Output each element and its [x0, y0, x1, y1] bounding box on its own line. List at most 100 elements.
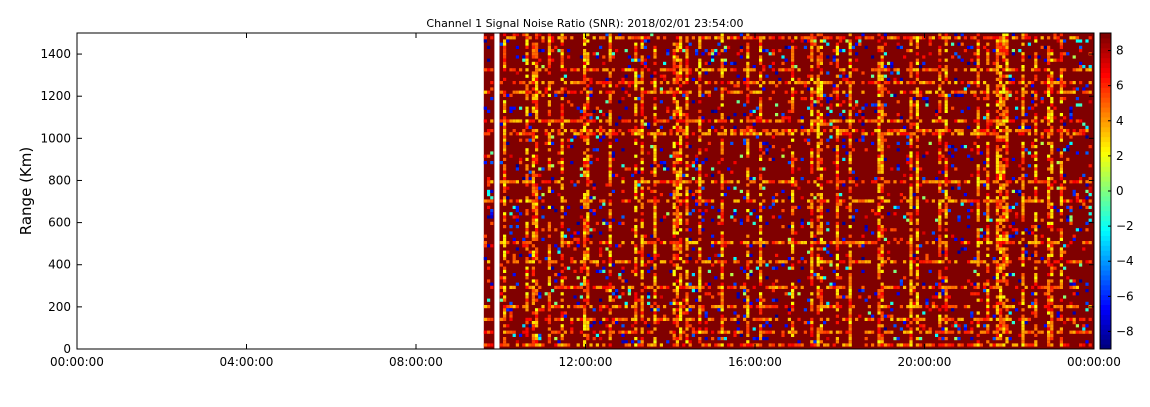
- heatmap-cell: [880, 295, 884, 299]
- heatmap-cell: [887, 250, 891, 254]
- heatmap-cell: [586, 135, 590, 139]
- heatmap-cell: [675, 71, 679, 75]
- heatmap-cell: [739, 90, 743, 94]
- heatmap-cell: [759, 36, 763, 40]
- heatmap-cell: [835, 58, 839, 62]
- heatmap-cell: [759, 167, 763, 171]
- heatmap-cell: [954, 180, 958, 184]
- heatmap-cell: [624, 167, 628, 171]
- heatmap-cell: [627, 129, 631, 133]
- heatmap-cell: [698, 42, 702, 46]
- heatmap-cell: [995, 241, 999, 245]
- heatmap-cell: [915, 93, 919, 97]
- heatmap-cell: [906, 317, 910, 321]
- heatmap-cell: [723, 193, 727, 197]
- heatmap-cell: [832, 125, 836, 129]
- heatmap-cell: [503, 42, 507, 46]
- heatmap-cell: [832, 282, 836, 286]
- heatmap-cell: [525, 58, 529, 62]
- heatmap-cell: [957, 186, 961, 190]
- heatmap-cell: [765, 180, 769, 184]
- heatmap-cell: [819, 292, 823, 296]
- heatmap-cell: [784, 260, 788, 264]
- heatmap-cell: [986, 215, 990, 219]
- heatmap-cell: [499, 119, 503, 123]
- heatmap-cell: [503, 337, 507, 341]
- heatmap-cell: [743, 343, 747, 347]
- heatmap-cell: [698, 138, 702, 142]
- heatmap-cell: [963, 199, 967, 203]
- heatmap-cell: [528, 250, 532, 254]
- heatmap-cell: [647, 186, 651, 190]
- heatmap-cell: [890, 71, 894, 75]
- heatmap-cell: [685, 65, 689, 69]
- heatmap-cell: [909, 241, 913, 245]
- heatmap-cell: [848, 202, 852, 206]
- heatmap-cell: [599, 90, 603, 94]
- heatmap-cell: [560, 151, 564, 155]
- heatmap-cell: [679, 308, 683, 312]
- heatmap-cell: [720, 116, 724, 120]
- heatmap-cell: [1002, 52, 1006, 56]
- heatmap-cell: [586, 221, 590, 225]
- heatmap-cell: [503, 189, 507, 193]
- heatmap-cell: [675, 161, 679, 165]
- heatmap-cell: [714, 343, 718, 347]
- heatmap-cell: [979, 317, 983, 321]
- heatmap-cell: [640, 317, 644, 321]
- heatmap-cell: [659, 193, 663, 197]
- heatmap-cell: [848, 321, 852, 325]
- heatmap-cell: [871, 231, 875, 235]
- heatmap-cell: [746, 289, 750, 293]
- heatmap-cell: [995, 209, 999, 213]
- heatmap-cell: [928, 39, 932, 43]
- heatmap-cell: [528, 253, 532, 257]
- heatmap-cell: [554, 119, 558, 123]
- heatmap-cell: [765, 119, 769, 123]
- heatmap-cell: [1002, 167, 1006, 171]
- heatmap-cell: [599, 36, 603, 40]
- heatmap-cell: [503, 100, 507, 104]
- heatmap-cell: [650, 81, 654, 85]
- heatmap-cell: [701, 180, 705, 184]
- heatmap-cell: [810, 90, 814, 94]
- heatmap-cell: [535, 321, 539, 325]
- heatmap-cell: [560, 36, 564, 40]
- heatmap-cell: [938, 129, 942, 133]
- heatmap-cell: [605, 113, 609, 117]
- heatmap-cell: [560, 343, 564, 347]
- heatmap-cell: [547, 45, 551, 49]
- heatmap-cell: [835, 173, 839, 177]
- heatmap-cell: [704, 327, 708, 331]
- heatmap-cell: [695, 157, 699, 161]
- heatmap-cell: [672, 228, 676, 232]
- heatmap-cell: [835, 209, 839, 213]
- heatmap-cell: [973, 141, 977, 145]
- heatmap-cell: [615, 321, 619, 325]
- heatmap-cell: [755, 266, 759, 270]
- heatmap-cell: [640, 337, 644, 341]
- heatmap-cell: [954, 148, 958, 152]
- heatmap-cell: [1008, 77, 1012, 81]
- heatmap-cell: [618, 260, 622, 264]
- heatmap-cell: [730, 81, 734, 85]
- heatmap-cell: [487, 266, 491, 270]
- heatmap-cell: [976, 234, 980, 238]
- heatmap-cell: [746, 55, 750, 59]
- heatmap-cell: [883, 260, 887, 264]
- heatmap-cell: [957, 317, 961, 321]
- heatmap-cell: [906, 330, 910, 334]
- heatmap-cell: [720, 183, 724, 187]
- heatmap-cell: [640, 295, 644, 299]
- heatmap-cell: [592, 285, 596, 289]
- heatmap-cell: [554, 244, 558, 248]
- heatmap-cell: [743, 68, 747, 72]
- heatmap-cell: [759, 237, 763, 241]
- heatmap-cell: [899, 305, 903, 309]
- heatmap-cell: [871, 74, 875, 78]
- heatmap-cell: [586, 295, 590, 299]
- heatmap-cell: [909, 202, 913, 206]
- heatmap-cell: [650, 241, 654, 245]
- heatmap-cell: [535, 129, 539, 133]
- heatmap-cell: [512, 273, 516, 277]
